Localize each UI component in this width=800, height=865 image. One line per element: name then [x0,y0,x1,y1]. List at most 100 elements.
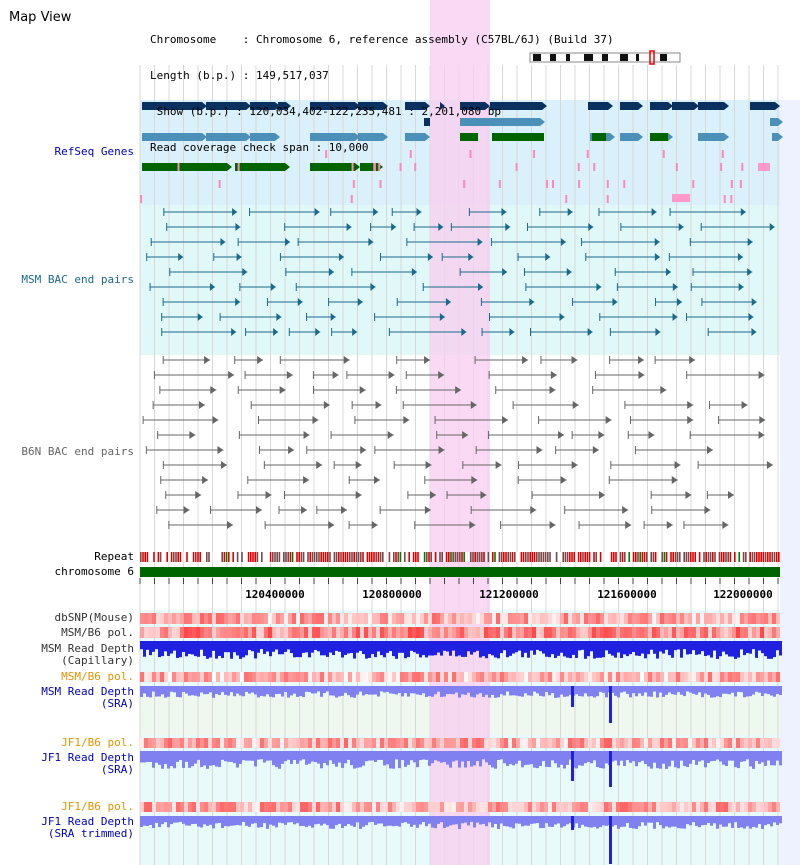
repeat-mark [256,552,259,562]
repeat-mark [665,552,668,562]
polymorphism-cell [404,802,408,812]
polymorphism-cell [356,802,360,812]
polymorphism-cell [268,738,272,748]
read-depth-bar [200,641,203,650]
read-depth-bar [599,686,602,692]
repeat-mark [289,552,292,562]
polymorphism-cell [268,672,272,682]
repeat-mark [606,552,608,562]
read-depth-bar [473,816,476,828]
polymorphism-cell [684,738,688,748]
read-depth-bar [605,751,608,764]
track-label-jf1-depth[interactable]: JF1 Read Depth (SRA) [41,752,134,776]
polymorphism-cell [608,627,612,638]
polymorphism-cell [252,613,256,624]
polymorphism-cell [620,672,624,682]
polymorphism-cell [308,627,312,638]
polymorphism-cell [656,802,660,812]
track-label-jf1-b6-pol[interactable]: JF1/B6 pol. [61,736,134,749]
polymorphism-cell [532,802,536,812]
read-depth-bar [299,816,302,826]
msm-bac-pair-end [461,328,467,336]
read-depth-bar [551,686,554,694]
repeat-mark [586,552,589,562]
b6n-bac-pair-end [470,401,477,409]
gene-block [142,133,202,141]
b6n-bac-pair-end [288,446,295,454]
polymorphism-cell [604,613,608,624]
track-label-msm-b6-pol[interactable]: MSM/B6 pol. [61,626,134,639]
read-depth-bar [317,686,320,692]
repeat-mark [283,552,285,562]
polymorphism-cell [292,613,296,624]
read-depth-bar [239,686,242,696]
track-label-msm-depth-sra[interactable]: MSM Read Depth (SRA) [41,686,134,710]
repeat-mark [580,552,582,562]
polymorphism-cell [248,627,252,638]
polymorphism-cell [380,738,384,748]
track-label-msm-b6-pol-sra[interactable]: MSM/B6 pol. [61,670,134,683]
read-depth-bar [143,686,146,694]
polymorphism-cell [200,672,204,682]
b6n-bac-pair-end [332,371,339,379]
track-label-msm-depth-capillary[interactable]: MSM Read Depth (Capillary) [41,643,134,667]
polymorphism-cell [144,802,148,812]
polymorphism-cell [724,613,728,624]
gene-tick [140,195,143,203]
polymorphism-cell [412,738,416,748]
read-depth-bar [653,686,656,692]
read-depth-bar [629,816,632,828]
track-label-jf1-b6-pol-trimmed[interactable]: JF1/B6 pol. [61,800,134,813]
repeat-mark [173,552,175,562]
repeat-mark [555,552,558,562]
repeat-mark [333,552,336,562]
read-depth-bar [395,816,398,826]
msm-bac-pair-end [352,328,358,336]
polymorphism-cell [448,738,452,748]
read-depth-bar [245,686,248,692]
repeat-mark [247,552,250,562]
gene-block [424,118,430,126]
repeat-mark [758,552,760,562]
read-depth-bar [182,641,185,653]
track-label-chromosome[interactable]: chromosome 6 [54,565,134,578]
read-depth-bar [761,641,764,654]
polymorphism-cell [472,672,476,682]
ideogram-position-marker [649,50,655,65]
polymorphism-cell [312,613,316,624]
read-depth-bar [701,751,704,761]
track-label-refseq[interactable]: RefSeq Genes [54,145,134,158]
polymorphism-cell [632,627,636,638]
repeat-mark [397,552,399,562]
read-depth-bar [470,751,473,767]
track-label-msm-bac[interactable]: MSM BAC end pairs [21,273,134,286]
track-label-jf1-depth-trimmed[interactable]: JF1 Read Depth (SRA trimmed) [41,816,134,840]
gene-block [650,133,668,141]
b6n-bac-pair-end [195,491,202,499]
polymorphism-cell [732,613,736,624]
repeat-mark [676,552,679,562]
track-label-b6n-bac[interactable]: B6N BAC end pairs [21,445,134,458]
polymorphism-cell [668,738,672,748]
track-label-repeat[interactable]: Repeat [94,550,134,563]
polymorphism-cell [340,627,344,638]
polymorphism-cell [528,627,532,638]
track-label-dbsnp[interactable]: dbSNP(Mouse) [54,611,134,624]
read-depth-bar [725,751,728,767]
read-depth-bar [209,751,212,766]
read-depth-bar [569,816,572,824]
polymorphism-cell [364,627,368,638]
read-depth-bar [323,816,326,824]
read-depth-bar [356,641,359,653]
b6n-bac-pair-end [741,401,748,409]
b6n-bac-pair-end [375,401,382,409]
repeat-mark [753,552,756,562]
read-depth-bar [245,751,248,761]
read-depth-bar [374,686,377,695]
polymorphism-cell [140,613,144,624]
gene-arrow [724,102,729,110]
polymorphism-cell [404,672,408,682]
msm-bac-pair-end [665,268,671,276]
polymorphism-cell [628,613,632,624]
